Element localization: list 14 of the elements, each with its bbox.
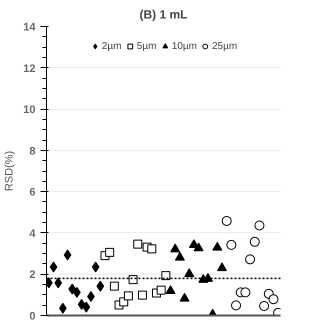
y-tick-label: 2 [29, 269, 36, 282]
y-tick-label: 0 [29, 310, 36, 320]
legend-label: 25µm [212, 40, 238, 52]
y-tick-label: 10 [23, 104, 36, 116]
chart-title: (B) 1 mL [140, 8, 188, 22]
legend-label: 10µm [172, 40, 197, 52]
legend-label: 5µm [136, 40, 157, 52]
y-tick-label: 12 [23, 62, 36, 75]
y-tick-label: 8 [29, 145, 36, 158]
y-tick-label: 14 [23, 22, 36, 34]
y-axis-title: RSD(%) [3, 150, 16, 192]
y-tick-label: 6 [29, 186, 36, 199]
legend-label: 2µm [102, 40, 122, 52]
y-tick-label: 4 [29, 228, 36, 240]
